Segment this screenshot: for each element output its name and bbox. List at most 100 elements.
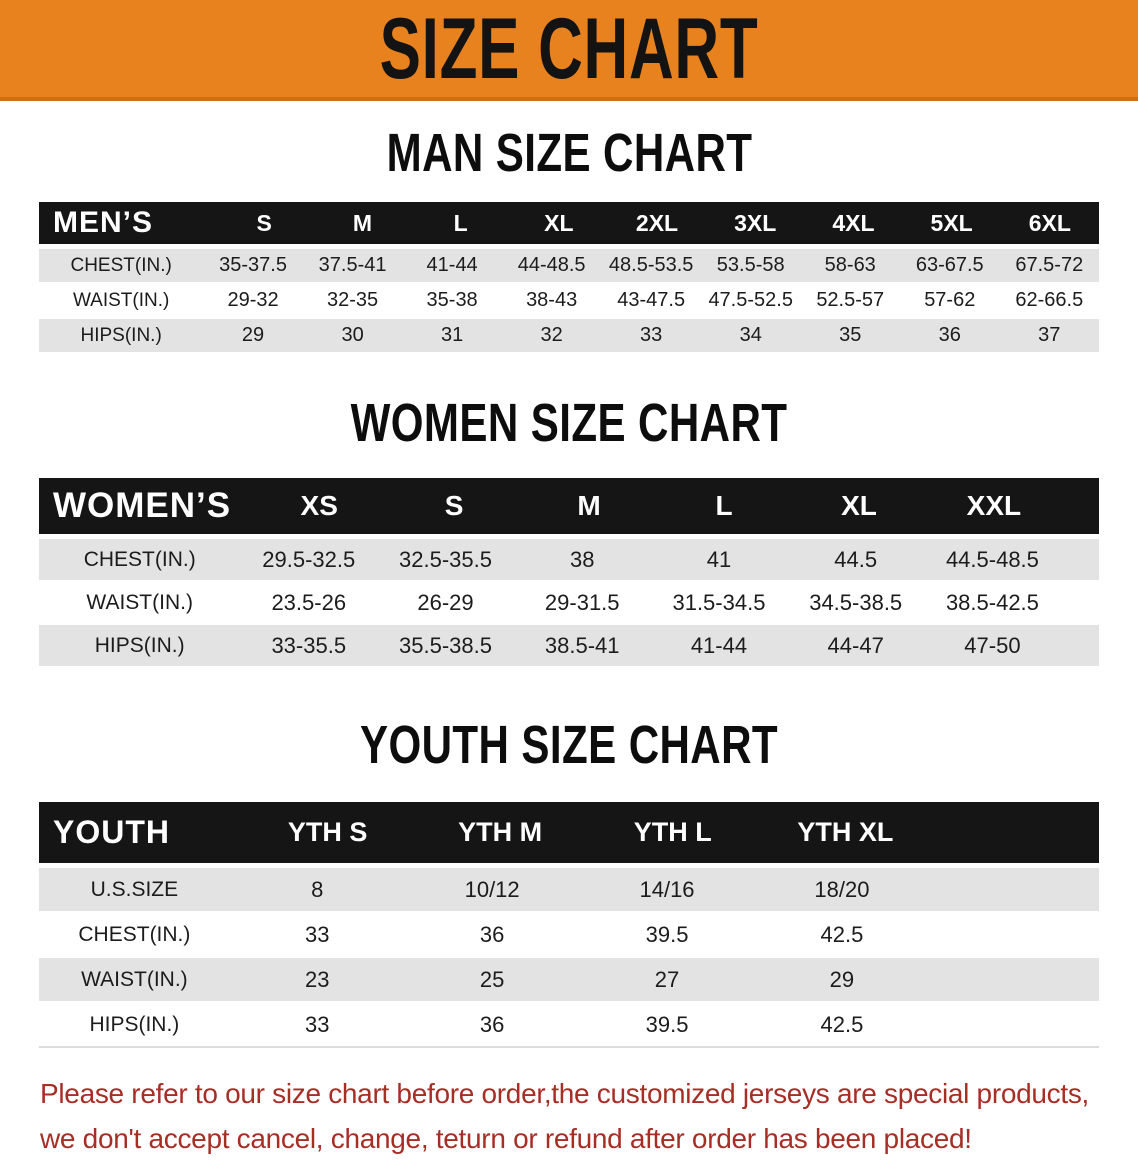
value-cell: 44.5: [834, 546, 878, 572]
row-label: HIPS(IN.): [80, 324, 162, 346]
value-cell: 36: [479, 921, 505, 947]
header-cell: 4XL: [832, 209, 875, 236]
header-cell: L: [453, 209, 468, 236]
youth-section-heading: YOUTH SIZE CHART: [0, 718, 1138, 772]
value-cell: 36: [479, 1011, 505, 1037]
table-row: U.S.SIZE 8 10/12 14/16 18/20: [39, 868, 1099, 913]
header-cell: 2XL: [635, 209, 679, 236]
value-cell: 29: [241, 324, 265, 346]
header-cell: 5XL: [930, 209, 973, 236]
value-cell: 41-44: [690, 632, 748, 658]
value-cell: 44.5-48.5: [945, 546, 1039, 572]
value-cell: 44-48.5: [517, 254, 586, 276]
note-line-1: Please refer to our size chart before or…: [40, 1078, 1090, 1109]
header-cell: XXL: [966, 490, 1022, 521]
womens-size-table: WOMEN’S XS S M L XL XXL CHEST(IN.) 29.5-…: [39, 478, 1099, 668]
value-cell: 67.5-72: [1015, 254, 1084, 276]
header-cell: 3XL: [734, 209, 777, 236]
value-cell: 33: [640, 324, 663, 346]
value-cell: 47.5-52.5: [708, 289, 793, 311]
value-cell: 35.5-38.5: [399, 632, 492, 658]
value-cell: 39.5: [645, 921, 689, 947]
value-cell: 62-66.5: [1015, 289, 1084, 311]
value-cell: 34: [739, 324, 762, 346]
value-cell: 53.5-58: [716, 254, 785, 276]
value-cell: 29: [829, 966, 855, 992]
youth-size-table: YOUTH YTH S YTH M YTH L YTH XL U.S.SIZE …: [39, 802, 1099, 1048]
row-label: HIPS(IN.): [94, 633, 185, 657]
header-cell: L: [715, 490, 733, 521]
mens-size-table: MEN’S S M L XL 2XL 3XL 4XL 5XL 6XL CHEST…: [39, 202, 1099, 354]
man-section-heading: MAN SIZE CHART: [0, 126, 1138, 180]
row-label: CHEST(IN.): [83, 547, 196, 571]
size-chart-banner: SIZE CHART: [0, 0, 1138, 101]
value-cell: 29.5-32.5: [262, 546, 356, 572]
value-cell: 27: [654, 966, 680, 992]
value-cell: 52.5-57: [816, 289, 885, 311]
note-line-2: we don't accept cancel, change, teturn o…: [40, 1122, 972, 1154]
table-row: CHEST(IN.) 29.5-32.5 32.5-35.5 38 41 44.…: [39, 539, 1099, 582]
header-cell: MEN’S: [53, 206, 154, 239]
value-cell: 47-50: [964, 632, 1021, 658]
value-cell: 26-29: [417, 589, 474, 615]
women-heading-text: WOMEN SIZE CHART: [350, 393, 788, 453]
value-cell: 37.5-41: [318, 254, 387, 276]
table-row: WAIST(IN.) 23 25 27 29: [39, 958, 1099, 1003]
value-cell: 43-47.5: [617, 289, 686, 311]
value-cell: 33-35.5: [271, 632, 347, 658]
row-label: WAIST(IN.): [86, 590, 193, 614]
value-cell: 48.5-53.5: [608, 254, 694, 276]
header-cell: YTH S: [287, 817, 368, 847]
table-row: HIPS(IN.) 29 30 31 32 33 34 35 36 37: [39, 319, 1099, 354]
value-cell: 31.5-34.5: [672, 589, 766, 615]
value-cell: 23.5-26: [271, 589, 347, 615]
row-label: CHEST(IN.): [78, 922, 191, 946]
value-cell: 38-43: [526, 289, 578, 311]
value-cell: 23: [305, 966, 330, 992]
value-cell: 10/12: [464, 876, 520, 902]
value-cell: 42.5: [820, 1011, 864, 1037]
table-row: CHEST(IN.) 33 36 39.5 42.5: [39, 913, 1099, 958]
value-cell: 41-44: [426, 254, 478, 276]
value-cell: 8: [311, 876, 324, 902]
value-cell: 38: [569, 546, 595, 572]
table-row: WAIST(IN.) 23.5-26 26-29 29-31.5 31.5-34…: [39, 582, 1099, 625]
value-cell: 58-63: [824, 254, 876, 276]
womens-table-header: WOMEN’S XS S M L XL XXL: [39, 478, 1099, 539]
table-row: CHEST(IN.) 35-37.5 37.5-41 41-44 44-48.5…: [39, 249, 1099, 284]
value-cell: 33: [305, 921, 330, 947]
value-cell: 34.5-38.5: [809, 589, 903, 615]
women-section-heading: WOMEN SIZE CHART: [0, 396, 1138, 450]
row-label: U.S.SIZE: [90, 877, 179, 901]
man-heading-text: MAN SIZE CHART: [386, 123, 752, 183]
row-label: HIPS(IN.): [89, 1012, 180, 1036]
value-cell: 42.5: [820, 921, 864, 947]
value-cell: 38.5-41: [544, 632, 620, 658]
value-cell: 39.5: [645, 1011, 689, 1037]
order-disclaimer-note: Please refer to our size chart before or…: [40, 1072, 1100, 1162]
value-cell: 44-47: [827, 632, 884, 658]
header-cell: WOMEN’S: [53, 486, 232, 525]
value-cell: 29-31.5: [544, 589, 620, 615]
value-cell: 29-32: [227, 289, 279, 311]
value-cell: 37: [1038, 324, 1061, 346]
header-cell: M: [352, 209, 372, 236]
header-cell: YTH M: [458, 817, 543, 847]
banner-title: SIZE CHART: [379, 0, 759, 97]
header-cell: YTH XL: [797, 817, 894, 847]
value-cell: 14/16: [639, 876, 695, 902]
value-cell: 25: [479, 966, 505, 992]
value-cell: 35-38: [426, 289, 478, 311]
table-row: HIPS(IN.) 33-35.5 35.5-38.5 38.5-41 41-4…: [39, 625, 1099, 668]
header-cell: XL: [544, 209, 574, 236]
header-cell: YOUTH: [53, 814, 170, 850]
table-row: WAIST(IN.) 29-32 32-35 35-38 38-43 43-47…: [39, 284, 1099, 319]
value-cell: 18/20: [814, 876, 870, 902]
value-cell: 32-35: [327, 289, 379, 311]
value-cell: 35-37.5: [219, 254, 287, 276]
value-cell: 30: [341, 324, 364, 346]
value-cell: 38.5-42.5: [945, 589, 1039, 615]
value-cell: 33: [305, 1011, 330, 1037]
value-cell: 36: [938, 324, 961, 346]
row-label: WAIST(IN.): [72, 289, 170, 311]
